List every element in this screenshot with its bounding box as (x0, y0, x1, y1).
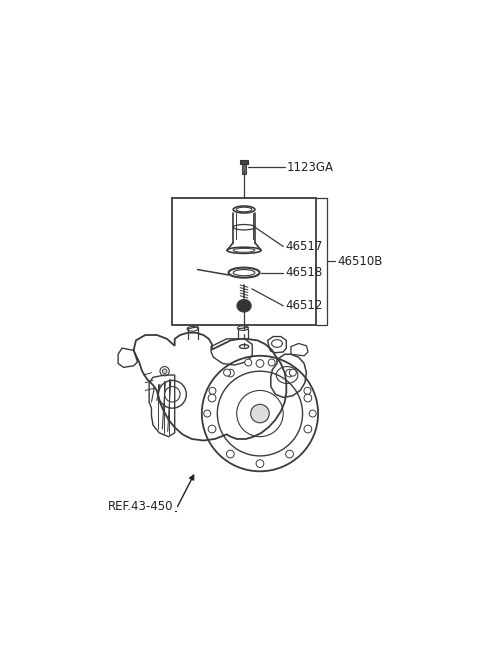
Text: 1123GA: 1123GA (287, 160, 334, 174)
Text: 46510B: 46510B (337, 255, 383, 268)
Circle shape (268, 359, 275, 366)
Circle shape (256, 460, 264, 468)
Circle shape (256, 360, 264, 367)
Circle shape (251, 404, 269, 422)
Bar (240, 160, 248, 164)
Circle shape (289, 369, 296, 376)
Circle shape (304, 425, 312, 433)
Circle shape (227, 450, 234, 458)
Circle shape (227, 369, 234, 377)
Circle shape (245, 359, 252, 366)
Circle shape (208, 425, 216, 433)
Text: 46517: 46517 (286, 240, 323, 253)
Bar (242, 163, 246, 174)
Circle shape (286, 369, 293, 377)
Circle shape (286, 450, 293, 458)
Circle shape (209, 387, 216, 394)
Circle shape (304, 387, 311, 394)
Ellipse shape (237, 299, 251, 312)
Circle shape (224, 369, 230, 376)
Circle shape (304, 394, 312, 402)
Text: 46518: 46518 (286, 266, 323, 279)
Circle shape (204, 410, 211, 417)
Text: 46512: 46512 (286, 299, 323, 312)
Bar (172, 198, 316, 325)
Circle shape (208, 394, 216, 402)
Circle shape (309, 410, 316, 417)
Circle shape (162, 369, 167, 373)
Text: REF.43-450: REF.43-450 (108, 500, 174, 514)
